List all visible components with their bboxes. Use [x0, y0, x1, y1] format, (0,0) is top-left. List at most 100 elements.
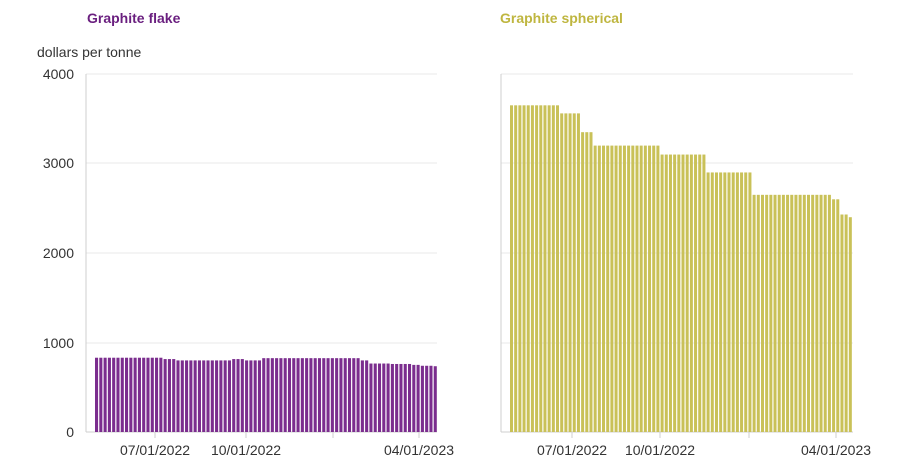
- bar: [673, 154, 677, 433]
- bar: [253, 360, 257, 432]
- bar: [769, 194, 773, 432]
- bar: [526, 105, 530, 432]
- bar: [425, 365, 429, 432]
- x-tick-label-oct-2022: 10/01/2022: [211, 442, 281, 458]
- bar: [412, 364, 416, 433]
- bar: [585, 132, 589, 432]
- x-tick-label-jul-2022: 07/01/2022: [537, 442, 607, 458]
- bar: [313, 358, 317, 432]
- bar: [270, 358, 274, 432]
- bar: [146, 357, 150, 432]
- bar: [227, 360, 231, 432]
- bar: [622, 145, 626, 432]
- bar: [356, 358, 360, 432]
- bar: [635, 145, 639, 432]
- bar: [129, 357, 133, 432]
- bar: [120, 357, 124, 432]
- bar: [382, 363, 386, 432]
- bar: [618, 145, 622, 432]
- bar: [407, 363, 412, 432]
- bar: [773, 194, 777, 432]
- bar: [652, 145, 656, 432]
- bar: [614, 145, 618, 432]
- bar: [206, 360, 210, 432]
- bar: [677, 154, 681, 433]
- bar: [339, 358, 343, 432]
- y-tick-label-3000: 3000: [43, 155, 74, 171]
- bar: [219, 360, 223, 432]
- bar: [836, 199, 840, 432]
- bar: [197, 360, 201, 432]
- bar: [309, 358, 313, 432]
- bar: [262, 358, 266, 432]
- bar: [257, 360, 262, 432]
- bar: [827, 194, 831, 432]
- bar: [819, 194, 823, 432]
- bar: [360, 360, 364, 432]
- bar: [727, 172, 731, 432]
- bar: [420, 365, 424, 432]
- y-tick-label-0: 0: [66, 424, 74, 440]
- bar: [765, 194, 769, 432]
- y-tick-label-1000: 1000: [43, 335, 74, 351]
- bar: [806, 194, 810, 432]
- bar: [305, 358, 309, 432]
- bar: [560, 113, 564, 432]
- bar: [112, 357, 116, 432]
- bar: [373, 363, 377, 432]
- bar: [193, 360, 197, 432]
- bar: [656, 145, 660, 432]
- bar: [547, 105, 551, 432]
- bar: [335, 358, 339, 432]
- bar: [107, 357, 111, 432]
- bar: [602, 145, 606, 432]
- x-tick-label-jul-2022: 07/01/2022: [120, 442, 190, 458]
- bar: [781, 194, 785, 432]
- bar: [681, 154, 685, 433]
- bar: [317, 358, 322, 432]
- bar: [180, 360, 184, 432]
- bar: [706, 172, 710, 432]
- bar: [694, 154, 698, 433]
- bar: [159, 357, 163, 432]
- bar: [283, 358, 287, 432]
- bar: [714, 172, 718, 432]
- bar: [786, 194, 790, 432]
- bar: [551, 105, 555, 432]
- bars-graphite-spherical: [510, 105, 852, 433]
- bar: [543, 105, 547, 432]
- bar: [416, 364, 420, 433]
- bar: [610, 145, 614, 432]
- bar: [343, 358, 347, 432]
- bar: [215, 360, 219, 432]
- bar: [648, 145, 652, 432]
- bar: [292, 358, 296, 432]
- bar: [735, 172, 739, 432]
- bar: [185, 360, 189, 432]
- bar: [296, 358, 300, 432]
- bar: [210, 360, 214, 432]
- bar: [172, 359, 176, 432]
- bar: [777, 194, 781, 432]
- bar: [564, 113, 568, 432]
- bar: [660, 154, 664, 433]
- bar: [240, 359, 244, 432]
- bar: [848, 217, 852, 432]
- bar: [639, 145, 643, 432]
- bar: [395, 363, 399, 432]
- bar: [802, 194, 806, 432]
- bar: [433, 366, 437, 432]
- bar: [685, 154, 689, 433]
- bar: [150, 357, 154, 432]
- panel-graphite-flake: Graphite flake dollars per tonne 0 1000 …: [37, 10, 454, 458]
- bar: [510, 105, 514, 432]
- bar: [840, 214, 844, 432]
- bar: [823, 194, 827, 432]
- bar: [798, 194, 802, 432]
- bar: [245, 360, 249, 432]
- bar: [163, 359, 167, 432]
- panel-title-spherical: Graphite spherical: [500, 10, 623, 26]
- bar: [522, 105, 526, 432]
- bar: [137, 357, 141, 432]
- bar: [740, 172, 744, 432]
